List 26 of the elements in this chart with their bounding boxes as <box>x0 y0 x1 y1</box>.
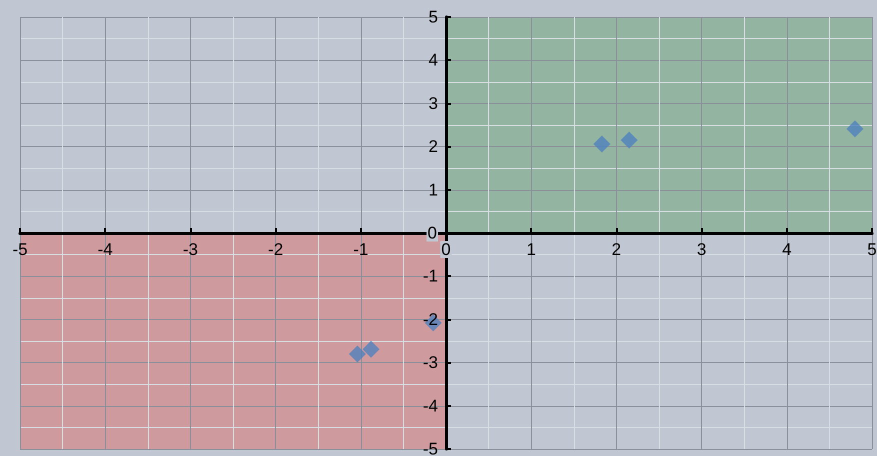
x-tick-label: -4 <box>98 240 113 259</box>
y-tick-label: -5 <box>422 440 438 456</box>
x-tick-label: 0 <box>441 240 451 259</box>
y-tick-label: -3 <box>422 353 438 372</box>
x-tick-label: -1 <box>353 240 368 259</box>
x-tick-label: 1 <box>526 240 536 259</box>
point <box>348 345 366 362</box>
y-tick-label: 1 <box>428 180 438 200</box>
point <box>846 120 864 138</box>
point <box>620 132 638 149</box>
y-tick-label: 4 <box>428 50 438 70</box>
y-tick-label: 2 <box>428 137 438 156</box>
point <box>593 136 610 153</box>
y-tick-label: -4 <box>422 396 438 416</box>
point <box>362 340 380 358</box>
x-tick-label: 5 <box>867 240 877 259</box>
y-tick-label: 5 <box>428 8 438 26</box>
y-tick-label: 3 <box>428 94 438 113</box>
x-tick-label: 2 <box>612 240 622 259</box>
x-tick-label: 3 <box>696 240 706 259</box>
x-tick-label: -3 <box>182 240 198 259</box>
y-tick-label: -1 <box>422 266 438 286</box>
x-tick-label: -2 <box>268 240 284 259</box>
x-tick-label: -5 <box>12 240 28 259</box>
y-tick-label: 0 <box>428 224 437 242</box>
x-tick-label: 4 <box>782 240 792 259</box>
